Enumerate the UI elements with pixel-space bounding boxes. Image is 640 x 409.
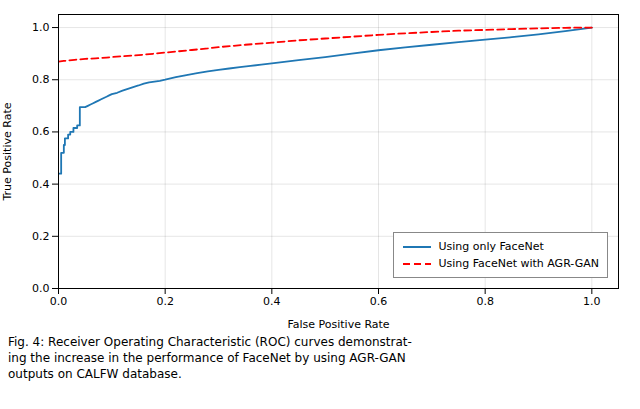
svg-text:0.6: 0.6 bbox=[370, 295, 388, 308]
svg-text:0.2: 0.2 bbox=[32, 230, 50, 243]
html-text:Using only FaceNet: Using only FaceNet bbox=[438, 240, 544, 253]
html-text:Fig. 4: Receiver Operating Cha: Fig. 4: Receiver Operating Characteristi… bbox=[8, 335, 412, 349]
svg-text:1.0: 1.0 bbox=[32, 21, 50, 34]
svg-text:0.4: 0.4 bbox=[263, 295, 281, 308]
svg-text:1.0: 1.0 bbox=[583, 295, 601, 308]
svg-text:0.2: 0.2 bbox=[156, 295, 174, 308]
html-text:Using FaceNet with AGR-GAN: Using FaceNet with AGR-GAN bbox=[438, 257, 599, 270]
svg-text:0.0: 0.0 bbox=[32, 282, 50, 295]
svg-text:0.8: 0.8 bbox=[32, 73, 50, 86]
svg-text:False Positive Rate: False Positive Rate bbox=[287, 318, 389, 331]
svg-text:True Positive Rate: True Positive Rate bbox=[1, 102, 14, 201]
svg-text:0.8: 0.8 bbox=[476, 295, 494, 308]
html-text:ing the increase in the perfor: ing the increase in the performance of F… bbox=[8, 351, 406, 365]
svg-text:0.6: 0.6 bbox=[32, 125, 50, 138]
svg-text:0.4: 0.4 bbox=[32, 178, 50, 191]
svg-text:0.0: 0.0 bbox=[50, 295, 68, 308]
html-text:outputs on CALFW database.: outputs on CALFW database. bbox=[8, 367, 182, 381]
